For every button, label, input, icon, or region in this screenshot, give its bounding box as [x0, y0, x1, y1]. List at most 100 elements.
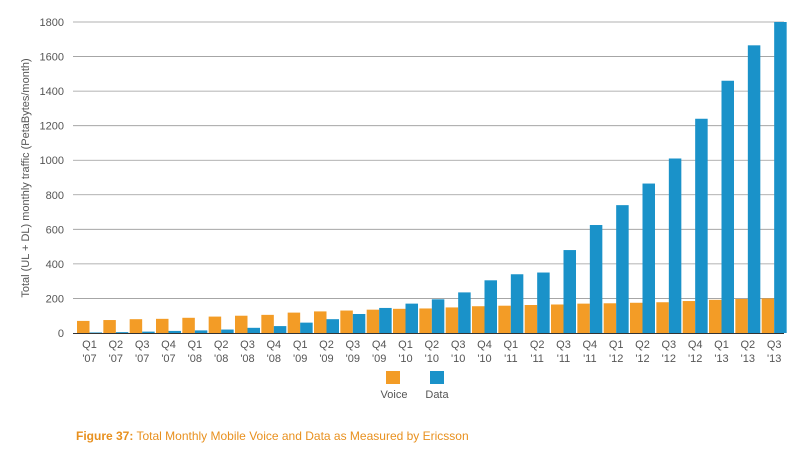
y-tick-label: 1800 [40, 17, 64, 29]
x-tick-label-year: '08 [188, 353, 202, 365]
x-tick-label-year: '07 [82, 353, 96, 365]
bar-voice [630, 302, 643, 333]
x-tick-label-quarter: Q1 [293, 339, 308, 351]
bar-data [352, 313, 366, 333]
bar-voice [551, 304, 564, 333]
x-tick-label-year: '10 [451, 353, 465, 365]
bar-data [194, 330, 208, 333]
bar-data [379, 307, 392, 333]
bar-voice [577, 303, 590, 333]
x-tick-label-quarter: Q2 [108, 339, 123, 351]
legend-data-swatch [430, 371, 444, 384]
y-tick-labels: 0 200 400 600 800 1000 1200 1400 1600 1800 [40, 17, 64, 340]
bar-voice [498, 305, 511, 333]
x-tick-label-quarter: Q4 [266, 339, 281, 351]
gridlines [73, 21, 784, 299]
x-tick-label-year: '09 [319, 353, 333, 365]
y-tick-label: 600 [46, 224, 64, 236]
x-tick-labels: Q1 '07 Q2 '07 Q3 '07 Q4 '07 Q1 '08 Q2 '08 Q3 '08 Q4 '08… [82, 339, 781, 365]
x-tick-label-quarter: Q4 [688, 339, 703, 351]
x-tick-label-year: '09 [372, 353, 386, 365]
bar-voice [103, 320, 116, 333]
x-tick-label-year: '11 [557, 353, 571, 365]
x-tick-label-year: '07 [135, 353, 149, 365]
y-tick-label: 1600 [40, 52, 64, 64]
x-tick-label-quarter: Q2 [530, 339, 545, 351]
y-axis-title: Total (UL + DL) monthly traffic (PetaByt… [20, 58, 32, 297]
bar-data [695, 118, 708, 333]
bar-data [484, 280, 497, 333]
x-tick-label-year: '13 [741, 353, 755, 365]
x-tick-label-quarter: Q1 [609, 339, 624, 351]
x-tick-label-quarter: Q2 [424, 339, 439, 351]
x-tick-label-quarter: Q3 [767, 339, 782, 351]
x-tick-label-year: '07 [109, 353, 123, 365]
x-tick-label-year: '09 [293, 353, 307, 365]
bar-voice [287, 312, 301, 333]
y-tick-label: 200 [46, 293, 64, 305]
x-tick-label-year: '11 [583, 353, 597, 365]
x-tick-label-quarter: Q2 [319, 339, 334, 351]
x-tick-label-year: '11 [504, 353, 518, 365]
bar-voice [735, 298, 748, 333]
x-tick-label-year: '12 [662, 353, 676, 365]
bar-voice [208, 316, 222, 333]
bar-data [115, 332, 129, 333]
y-tick-label: 400 [46, 259, 64, 271]
legend: Voice Data [381, 371, 449, 401]
x-tick-label-quarter: Q1 [503, 339, 518, 351]
bar-data [89, 332, 102, 333]
bar-data [721, 80, 734, 333]
bar-data [300, 322, 313, 333]
x-tick-label-year: '10 [398, 353, 412, 365]
bar-voice [761, 298, 775, 333]
bar-data [405, 303, 418, 333]
bar-voice [524, 305, 538, 333]
bar-data [273, 326, 287, 333]
bar-voice [182, 317, 195, 333]
bar-data [431, 299, 445, 333]
bar-voice [419, 308, 432, 333]
bar-voice [709, 299, 722, 333]
bar-voice [445, 307, 459, 333]
x-tick-label-quarter: Q3 [661, 339, 676, 351]
bar-data [537, 272, 550, 333]
x-tick-label-year: '11 [530, 353, 544, 365]
x-tick-label-quarter: Q4 [582, 339, 597, 351]
bar-voice [603, 303, 617, 333]
bar-data [616, 205, 629, 333]
x-tick-label-quarter: Q4 [477, 339, 492, 351]
x-tick-label-quarter: Q3 [556, 339, 571, 351]
bar-data [326, 319, 339, 333]
bar-data [642, 183, 655, 333]
x-tick-label-quarter: Q2 [214, 339, 229, 351]
bar-voice [129, 319, 143, 333]
bar-data [458, 292, 471, 333]
x-tick-label-quarter: Q2 [635, 339, 650, 351]
x-tick-label-year: '10 [425, 353, 439, 365]
x-tick-label-quarter: Q1 [714, 339, 729, 351]
figure-caption: Figure 37: Total Monthly Mobile Voice an… [76, 429, 469, 443]
x-tick-label-year: '12 [635, 353, 649, 365]
bar-data [247, 327, 260, 333]
x-tick-label-quarter: Q3 [345, 339, 360, 351]
x-tick-label-year: '08 [240, 353, 254, 365]
bar-data [589, 225, 603, 333]
caption-text: Total Monthly Mobile Voice and Data as M… [133, 429, 469, 443]
bar-voice [366, 309, 380, 333]
x-tick-label-quarter: Q3 [135, 339, 150, 351]
x-tick-label-year: '12 [688, 353, 702, 365]
x-tick-label-quarter: Q1 [398, 339, 413, 351]
x-tick-label-quarter: Q3 [451, 339, 466, 351]
bar-data [668, 158, 682, 333]
x-tick-label-quarter: Q1 [82, 339, 97, 351]
y-tick-label: 1400 [40, 86, 64, 98]
x-tick-label-quarter: Q2 [740, 339, 755, 351]
bar-data [221, 329, 234, 333]
x-tick-label-year: '08 [214, 353, 228, 365]
bar-voice [682, 301, 696, 333]
bars [77, 22, 787, 333]
x-tick-label-year: '12 [609, 353, 623, 365]
